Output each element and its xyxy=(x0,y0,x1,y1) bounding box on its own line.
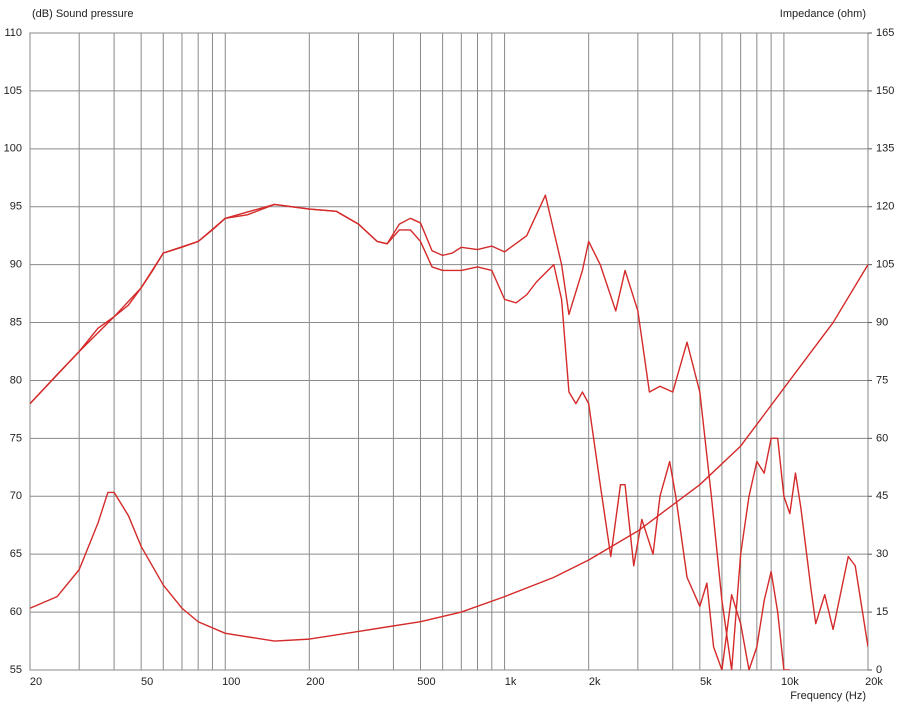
y2-tick-label: 120 xyxy=(876,201,894,213)
y-tick-label: 95 xyxy=(10,201,22,213)
y-tick-label: 100 xyxy=(4,143,22,155)
x-tick-label: 200 xyxy=(306,676,324,688)
x-tick-label: 50 xyxy=(141,676,153,688)
plot-area xyxy=(29,32,869,671)
y2-tick-label: 45 xyxy=(876,490,888,502)
y2-tick-label: 15 xyxy=(876,606,888,618)
y2-axis-label: Impedance (ohm) xyxy=(780,8,866,20)
x-tick-label: 100 xyxy=(222,676,240,688)
y-tick-label: 90 xyxy=(10,259,22,271)
y-tick-label: 80 xyxy=(10,374,22,386)
grid xyxy=(29,32,869,671)
x-tick-label: 20k xyxy=(865,676,883,688)
y-tick-label: 65 xyxy=(10,548,22,560)
y-tick-label: 55 xyxy=(10,664,22,676)
y-tick-label: 60 xyxy=(10,606,22,618)
y-tick-label: 75 xyxy=(10,432,22,444)
lines xyxy=(30,194,868,670)
x-axis-label: Frequency (Hz) xyxy=(790,690,866,702)
y-axis-label: (dB) Sound pressure xyxy=(32,8,134,20)
y2-tick-label: 150 xyxy=(876,85,894,97)
y2-tick-label: 75 xyxy=(876,374,888,386)
y2-tick-label: 105 xyxy=(876,259,894,271)
y2-tick-label: 135 xyxy=(876,143,894,155)
x-tick-label: 5k xyxy=(700,676,712,688)
series-line xyxy=(30,264,868,642)
y2-tick-label: 60 xyxy=(876,432,888,444)
y-tick-label: 85 xyxy=(10,316,22,328)
series-line xyxy=(30,203,790,670)
x-tick-label: 1k xyxy=(505,676,517,688)
x-tick-label: 20 xyxy=(30,676,42,688)
y-tick-label: 110 xyxy=(4,27,22,39)
x-tick-label: 2k xyxy=(589,676,601,688)
x-tick-label: 500 xyxy=(417,676,435,688)
y2-tick-label: 0 xyxy=(876,664,882,676)
y2-tick-label: 90 xyxy=(876,316,888,328)
y-tick-label: 105 xyxy=(4,85,22,97)
y2-tick-label: 30 xyxy=(876,548,888,560)
y2-tick-label: 165 xyxy=(876,27,894,39)
y-tick-label: 70 xyxy=(10,490,22,502)
x-tick-label: 10k xyxy=(781,676,799,688)
